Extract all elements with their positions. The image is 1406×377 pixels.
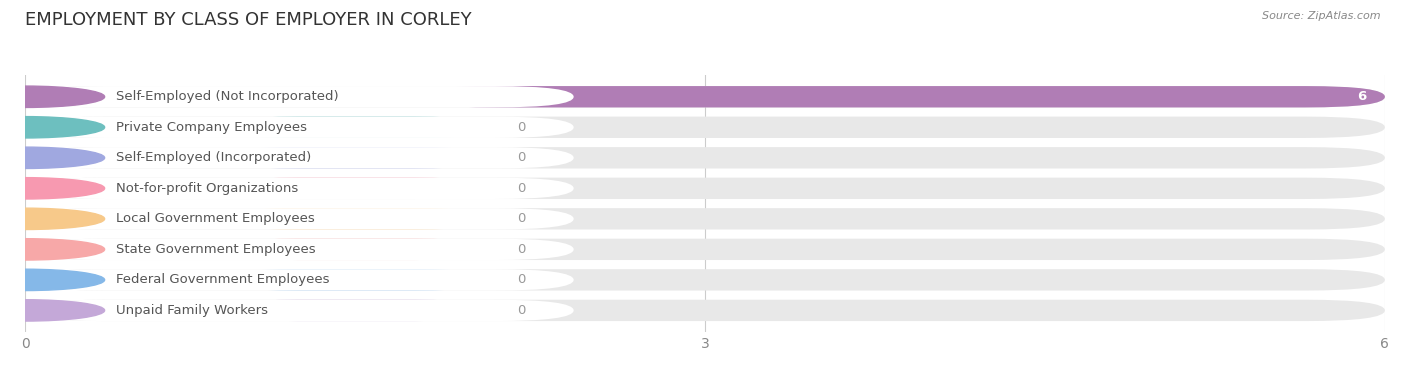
Text: Local Government Employees: Local Government Employees [115,212,315,225]
FancyBboxPatch shape [218,300,495,321]
Circle shape [0,86,104,107]
Text: Private Company Employees: Private Company Employees [115,121,307,134]
Circle shape [0,239,104,260]
Text: Not-for-profit Organizations: Not-for-profit Organizations [115,182,298,195]
FancyBboxPatch shape [25,239,574,260]
Circle shape [0,147,104,169]
Circle shape [0,208,104,230]
Text: Source: ZipAtlas.com: Source: ZipAtlas.com [1263,11,1381,21]
Text: 0: 0 [517,121,526,134]
FancyBboxPatch shape [218,239,495,260]
FancyBboxPatch shape [218,116,495,138]
FancyBboxPatch shape [25,116,1385,138]
Text: 6: 6 [1358,90,1367,103]
FancyBboxPatch shape [218,147,495,169]
Circle shape [0,300,104,321]
FancyBboxPatch shape [25,300,574,321]
Text: State Government Employees: State Government Employees [115,243,315,256]
Text: Self-Employed (Incorporated): Self-Employed (Incorporated) [115,151,311,164]
FancyBboxPatch shape [218,178,495,199]
Circle shape [0,269,104,291]
Circle shape [0,178,104,199]
Text: 0: 0 [517,212,526,225]
Text: EMPLOYMENT BY CLASS OF EMPLOYER IN CORLEY: EMPLOYMENT BY CLASS OF EMPLOYER IN CORLE… [25,11,472,29]
FancyBboxPatch shape [25,147,1385,169]
Text: Unpaid Family Workers: Unpaid Family Workers [115,304,269,317]
FancyBboxPatch shape [25,86,1385,107]
FancyBboxPatch shape [25,208,574,230]
Text: 0: 0 [517,273,526,287]
Text: 0: 0 [517,151,526,164]
Text: 0: 0 [517,243,526,256]
FancyBboxPatch shape [25,147,574,169]
Text: 0: 0 [517,304,526,317]
FancyBboxPatch shape [25,300,1385,321]
FancyBboxPatch shape [25,178,1385,199]
Circle shape [0,116,104,138]
FancyBboxPatch shape [415,86,1385,107]
Text: Self-Employed (Not Incorporated): Self-Employed (Not Incorporated) [115,90,339,103]
FancyBboxPatch shape [25,269,574,291]
FancyBboxPatch shape [25,178,574,199]
FancyBboxPatch shape [25,208,1385,230]
FancyBboxPatch shape [25,239,1385,260]
FancyBboxPatch shape [25,86,574,107]
FancyBboxPatch shape [25,269,1385,291]
Text: Federal Government Employees: Federal Government Employees [115,273,329,287]
FancyBboxPatch shape [218,269,495,291]
FancyBboxPatch shape [218,208,495,230]
Text: 0: 0 [517,182,526,195]
FancyBboxPatch shape [25,116,574,138]
